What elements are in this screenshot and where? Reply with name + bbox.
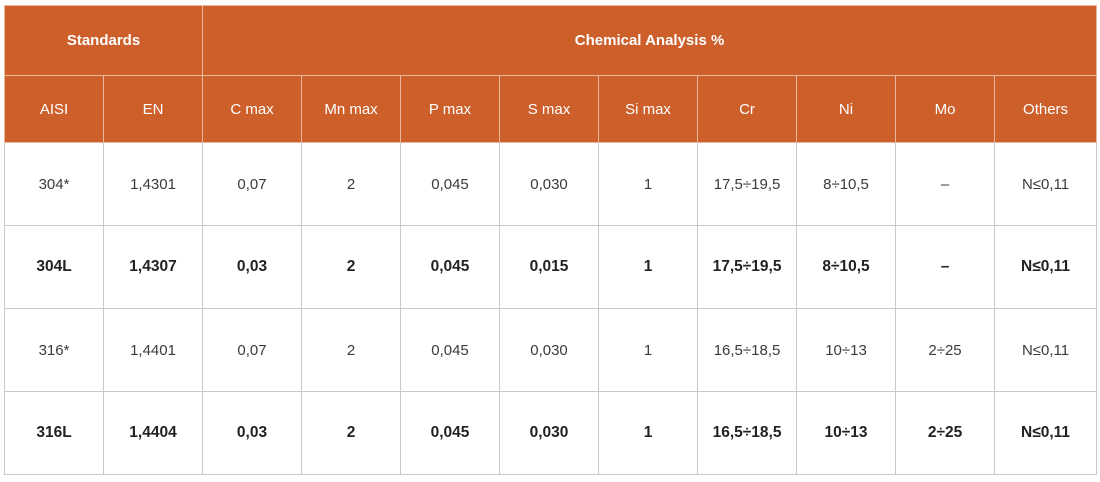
column-header-ni: Ni xyxy=(796,75,897,143)
column-header-mo: Mo xyxy=(895,75,996,143)
cell-cr: 16,5÷18,5 xyxy=(697,308,798,392)
header-standards: Standards xyxy=(3,5,204,76)
cell-p-max: 0,045 xyxy=(400,142,501,226)
column-header-c-max: C max xyxy=(202,75,303,143)
cell-others: N≤0,11 xyxy=(994,391,1098,475)
cell-si-max: 1 xyxy=(598,142,699,226)
cell-si-max: 1 xyxy=(598,391,699,475)
column-header-en: EN xyxy=(102,75,204,143)
cell-s-max: 0,030 xyxy=(499,391,600,475)
cell-c-max: 0,07 xyxy=(202,142,303,226)
cell-ni: 10÷13 xyxy=(796,308,897,392)
cell-mo: 2÷25 xyxy=(895,391,996,475)
table-row: 304* 1,4301 0,07 2 0,045 0,030 1 17,5÷19… xyxy=(4,142,1098,226)
cell-ni: 10÷13 xyxy=(796,391,897,475)
column-header-mn-max: Mn max xyxy=(301,75,402,143)
cell-aisi: 304* xyxy=(4,142,104,226)
table-row: 304L 1,4307 0,03 2 0,045 0,015 1 17,5÷19… xyxy=(4,225,1098,309)
cell-aisi: 316L xyxy=(4,391,104,475)
column-header-others: Others xyxy=(994,75,1098,143)
chemical-analysis-table: Standards Chemical Analysis % AISI EN C … xyxy=(3,5,1098,475)
cell-mo: 2÷25 xyxy=(895,308,996,392)
cell-c-max: 0,03 xyxy=(202,225,303,309)
cell-p-max: 0,045 xyxy=(400,391,501,475)
cell-ni: 8÷10,5 xyxy=(796,225,897,309)
column-header-cr: Cr xyxy=(697,75,798,143)
cell-mn-max: 2 xyxy=(301,391,402,475)
cell-mo: – xyxy=(895,142,996,226)
cell-cr: 16,5÷18,5 xyxy=(697,391,798,475)
cell-others: N≤0,11 xyxy=(994,308,1098,392)
cell-c-max: 0,03 xyxy=(202,391,303,475)
cell-si-max: 1 xyxy=(598,308,699,392)
cell-others: N≤0,11 xyxy=(994,142,1098,226)
cell-en: 1,4301 xyxy=(102,142,204,226)
table-body: 304* 1,4301 0,07 2 0,045 0,030 1 17,5÷19… xyxy=(4,142,1098,475)
column-header-p-max: P max xyxy=(400,75,501,143)
table-row: 316L 1,4404 0,03 2 0,045 0,030 1 16,5÷18… xyxy=(4,391,1098,475)
cell-cr: 17,5÷19,5 xyxy=(697,225,798,309)
cell-c-max: 0,07 xyxy=(202,308,303,392)
cell-p-max: 0,045 xyxy=(400,225,501,309)
cell-mn-max: 2 xyxy=(301,225,402,309)
cell-s-max: 0,030 xyxy=(499,142,600,226)
cell-en: 1,4401 xyxy=(102,308,204,392)
column-header-aisi: AISI xyxy=(4,75,104,143)
cell-en: 1,4307 xyxy=(102,225,204,309)
cell-s-max: 0,015 xyxy=(499,225,600,309)
cell-mo: – xyxy=(895,225,996,309)
table-container: Standards Chemical Analysis % AISI EN C … xyxy=(3,5,1098,475)
cell-s-max: 0,030 xyxy=(499,308,600,392)
cell-ni: 8÷10,5 xyxy=(796,142,897,226)
cell-en: 1,4404 xyxy=(102,391,204,475)
header-columns-row: AISI EN C max Mn max P max S max Si max … xyxy=(4,75,1098,143)
header-chemical-analysis: Chemical Analysis % xyxy=(202,5,1098,76)
column-header-s-max: S max xyxy=(499,75,600,143)
cell-mn-max: 2 xyxy=(301,308,402,392)
column-header-si-max: Si max xyxy=(598,75,699,143)
cell-mn-max: 2 xyxy=(301,142,402,226)
table-header: Standards Chemical Analysis % AISI EN C … xyxy=(3,5,1098,143)
table-row: 316* 1,4401 0,07 2 0,045 0,030 1 16,5÷18… xyxy=(4,308,1098,392)
cell-others: N≤0,11 xyxy=(994,225,1098,309)
cell-aisi: 316* xyxy=(4,308,104,392)
cell-aisi: 304L xyxy=(4,225,104,309)
cell-cr: 17,5÷19,5 xyxy=(697,142,798,226)
cell-p-max: 0,045 xyxy=(400,308,501,392)
header-group-row: Standards Chemical Analysis % xyxy=(3,5,1098,76)
cell-si-max: 1 xyxy=(598,225,699,309)
